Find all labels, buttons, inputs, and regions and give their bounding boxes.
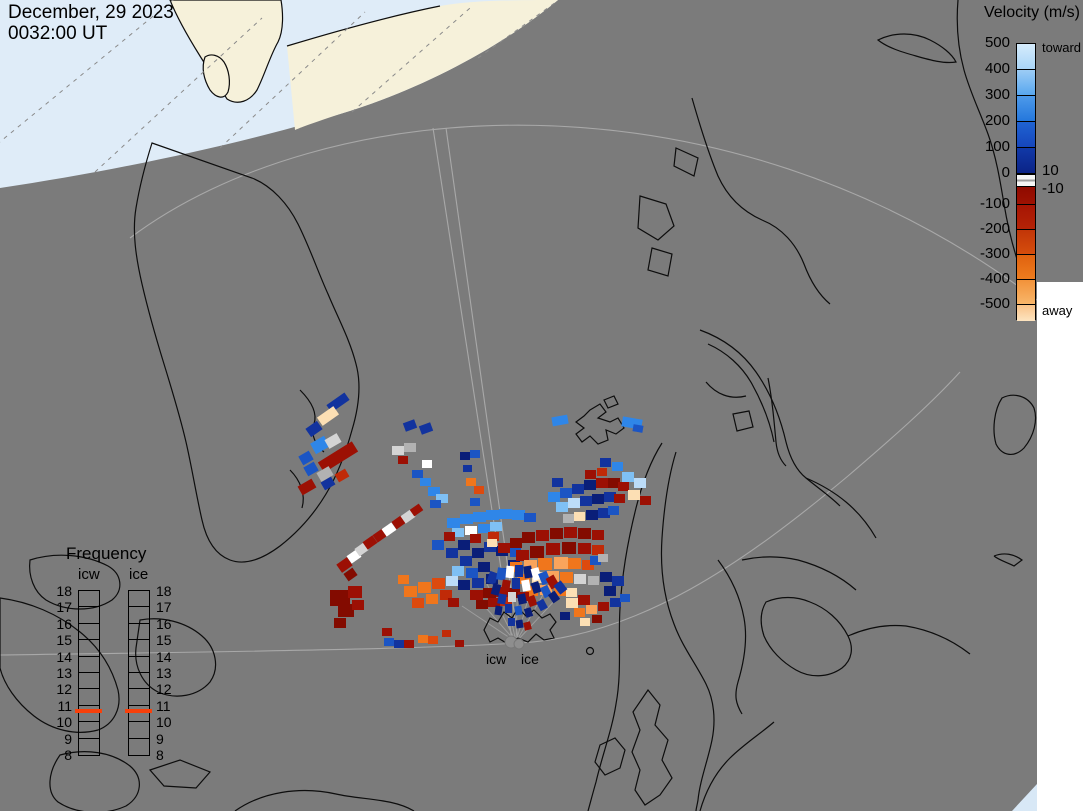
date-text: December, 29 2023 xyxy=(8,2,174,23)
freq-bar-icw xyxy=(78,590,100,756)
velocity-tick: 0 xyxy=(1001,164,1010,181)
day-region xyxy=(0,0,558,188)
velocity-legend: Velocity (m/s) 500 400 300 200 100 0 -100 -200 -… xyxy=(950,0,1083,340)
velocity-colorbar xyxy=(1016,43,1036,321)
freq-tick: 10 xyxy=(156,714,172,731)
velocity-tick: 300 xyxy=(984,86,1010,103)
velocity-tick: 200 xyxy=(984,112,1010,129)
freq-tick: 9 xyxy=(64,730,72,747)
away-label: away xyxy=(1042,303,1073,318)
freq-column-icw-label: icw xyxy=(78,566,100,583)
freq-bar-ice xyxy=(128,590,150,756)
dashed-meridians xyxy=(0,0,557,173)
freq-tick: 15 xyxy=(56,632,72,649)
velocity-threshold-tick: -10 xyxy=(1042,180,1064,197)
freq-tick: 17 xyxy=(156,599,172,616)
freq-tick: 13 xyxy=(56,665,72,681)
freq-tick: 13 xyxy=(156,665,172,681)
freq-tick: 18 xyxy=(156,583,172,599)
velocity-tick: -200 xyxy=(979,220,1010,237)
freq-tick: 10 xyxy=(56,714,72,731)
map-label-icw: icw xyxy=(486,651,507,667)
velocity-threshold-tick: 10 xyxy=(1042,162,1059,179)
freq-tick: 17 xyxy=(56,599,72,616)
radar-site-marker xyxy=(504,635,525,650)
freq-tick: 16 xyxy=(56,615,72,632)
freq-tick: 8 xyxy=(156,747,164,763)
freq-tick: 8 xyxy=(64,747,72,763)
freq-tick: 9 xyxy=(156,730,164,747)
sunlit-land-band xyxy=(287,0,558,130)
velocity-tick: 400 xyxy=(984,60,1010,77)
graticule xyxy=(0,124,1038,656)
freq-tick: 11 xyxy=(57,697,72,714)
coastlines xyxy=(0,0,1037,811)
frequency-legend-title: Frequency xyxy=(66,544,147,563)
velocity-tick: 500 xyxy=(984,34,1010,51)
velocity-tick: -500 xyxy=(979,295,1010,312)
velocity-legend-title: Velocity (m/s) xyxy=(983,4,1080,21)
velocity-tick: -300 xyxy=(979,245,1010,262)
freq-tick: 12 xyxy=(56,681,72,698)
toward-label: toward xyxy=(1042,40,1082,55)
time-text: 0032:00 UT xyxy=(8,23,108,44)
timestamp: December, 29 2023 0032:00 UT xyxy=(8,2,174,44)
map-label-ice: ice xyxy=(521,651,539,667)
velocity-tick: 100 xyxy=(984,138,1010,155)
freq-tick: 12 xyxy=(156,681,172,698)
freq-tick: 15 xyxy=(156,632,172,649)
freq-marker-icw xyxy=(75,708,102,713)
freq-column-ice-label: ice xyxy=(129,566,149,583)
freq-tick: 16 xyxy=(156,615,172,632)
freq-tick: 18 xyxy=(56,583,72,599)
velocity-tick: -100 xyxy=(979,195,1010,212)
radar-data-cells xyxy=(297,392,651,648)
velocity-tick: -400 xyxy=(979,270,1010,287)
frequency-legend: Frequency icw ice 18 18 17 17 16 16 15 15 14 14 13… xyxy=(40,540,200,780)
freq-tick: 14 xyxy=(156,648,172,665)
freq-marker-ice xyxy=(125,708,152,713)
map-edge-corner xyxy=(1012,282,1083,811)
freq-tick: 11 xyxy=(156,697,171,714)
freq-tick: 14 xyxy=(56,648,72,665)
